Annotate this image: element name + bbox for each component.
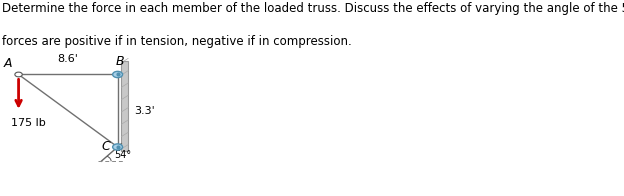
Text: 54°: 54°: [114, 150, 131, 160]
Bar: [121, 61, 128, 151]
Circle shape: [15, 72, 22, 77]
Circle shape: [113, 71, 122, 78]
Text: 3.3': 3.3': [135, 106, 155, 116]
Text: 8.6': 8.6': [57, 54, 79, 64]
Circle shape: [113, 144, 122, 150]
Text: C: C: [101, 140, 110, 152]
Text: 175 lb: 175 lb: [11, 118, 46, 128]
Text: B: B: [116, 55, 125, 68]
Text: A: A: [4, 57, 12, 70]
Text: forces are positive if in tension, negative if in compression.: forces are positive if in tension, negat…: [2, 35, 352, 48]
Text: Determine the force in each member of the loaded truss. Discuss the effects of v: Determine the force in each member of th…: [2, 2, 624, 15]
